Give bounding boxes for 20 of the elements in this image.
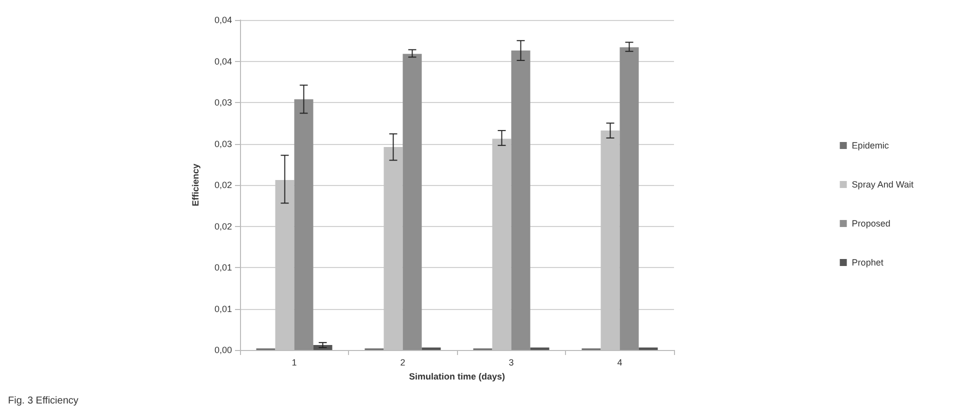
legend-label: Epidemic (852, 140, 890, 150)
y-axis-title: Efficiency (190, 164, 200, 206)
legend-label: Proposed (852, 218, 890, 228)
y-tick-label: 0,01 (214, 304, 232, 314)
x-tick-label: 3 (508, 358, 514, 368)
y-tick-label: 0,02 (214, 180, 232, 190)
y-tick-label: 0,04 (214, 56, 232, 66)
legend-label: Prophet (852, 258, 884, 268)
x-tick-label: 2 (400, 358, 406, 368)
x-tick-label: 1 (292, 358, 297, 368)
y-tick-label: 0,03 (214, 138, 232, 149)
y-tick-label: 0,01 (214, 262, 232, 272)
y-tick-label: 0,03 (214, 98, 232, 108)
y-tick-label: 0,04 (214, 15, 232, 25)
x-axis-title: Simulation time (days) (408, 372, 506, 382)
y-tick-label: 0,00 (214, 345, 232, 355)
y-tick-label: 0,02 (214, 221, 232, 232)
caption: Fig. 3 Efficiency (8, 396, 78, 406)
x-tick-label: 4 (617, 358, 622, 368)
legend-label: Spray And Wait (852, 180, 914, 190)
